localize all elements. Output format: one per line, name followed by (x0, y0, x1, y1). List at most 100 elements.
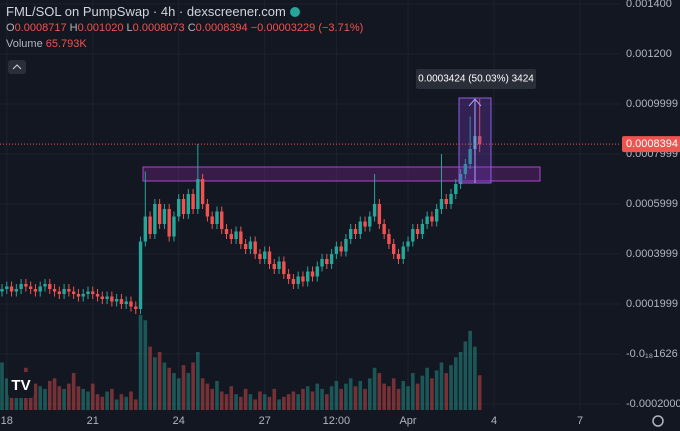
volume-bar (382, 383, 386, 410)
candle-body (368, 216, 372, 227)
candle-body (38, 286, 42, 292)
candle-body (401, 246, 405, 259)
volume-bar (291, 391, 296, 410)
candle-body (9, 286, 14, 292)
candle-body (296, 276, 300, 284)
volume-bar (463, 341, 468, 410)
grid-layer (0, 0, 620, 410)
candle-body (430, 216, 434, 222)
candle-body (210, 216, 214, 224)
volume-bar (420, 375, 425, 410)
volume-bar (215, 380, 219, 410)
volume-bar (176, 378, 181, 410)
volume-bar (119, 394, 124, 410)
volume-bar (372, 367, 377, 410)
candle-body (71, 291, 76, 294)
volume-bar (267, 396, 272, 410)
candle-body (200, 179, 205, 204)
candle-body (105, 296, 109, 299)
volume-bar (90, 383, 95, 410)
volume-bar (377, 373, 382, 410)
candle-body (315, 266, 319, 277)
x-tick-label: 4 (491, 415, 497, 427)
candle-body (329, 254, 334, 264)
settings-icon[interactable] (652, 415, 664, 427)
y-tick-label: 0.001400 (626, 0, 672, 10)
volume-bar (310, 391, 315, 410)
volume-bar (205, 383, 210, 410)
candle-body (67, 289, 71, 292)
candle-body (353, 229, 358, 234)
volume-bar (401, 380, 406, 410)
volume-bar (406, 386, 410, 410)
candle-body (124, 301, 128, 304)
volume-bar (353, 386, 358, 410)
volume-bar (325, 394, 329, 410)
x-tick-label: 24 (173, 415, 185, 427)
volume-bar (81, 388, 86, 410)
candle-body (220, 211, 224, 229)
candle-body (181, 199, 186, 214)
volume-bar (19, 388, 23, 410)
candle-body (468, 149, 472, 164)
candle-body (62, 289, 66, 294)
candle-body (0, 289, 4, 292)
candle-body (33, 289, 38, 292)
volume-bar (458, 351, 463, 410)
legend: FML/SOL on PumpSwap · 4h · dexscreener.c… (6, 3, 363, 52)
volume-bar (468, 330, 472, 410)
volume-bar (258, 391, 262, 410)
candle-body (138, 241, 143, 309)
volume-bar (315, 383, 320, 410)
candle-body (239, 231, 243, 244)
volume-bar (272, 388, 277, 410)
volume-bar (172, 373, 176, 410)
candle-body (14, 289, 19, 292)
candle-body (28, 286, 33, 289)
candle-body (248, 241, 253, 249)
candle-body (325, 259, 329, 264)
candle-body (449, 194, 453, 204)
volume-bar (110, 388, 114, 410)
candle-body (434, 209, 439, 222)
candle-body (86, 291, 90, 294)
volume-bar (157, 351, 162, 410)
y-tick-label: 0.0001999 (626, 298, 678, 310)
candle-body (253, 241, 257, 254)
volume-bar (224, 394, 229, 410)
candle-body (172, 216, 176, 237)
candle-body (110, 296, 114, 302)
ohlc-value: 0.001020 (77, 22, 124, 34)
candle-body (320, 259, 324, 267)
collapse-button[interactable] (8, 60, 26, 74)
candle-body (76, 294, 81, 297)
candle-body (43, 284, 47, 287)
volume-bar (143, 320, 148, 410)
volume-bar (296, 394, 300, 410)
volume-bar (348, 378, 353, 410)
volume-bar (181, 365, 186, 410)
candle-body (177, 199, 181, 217)
candle-body (162, 209, 167, 224)
volume-bar (100, 396, 105, 410)
x-tick-label: 21 (87, 415, 99, 427)
candle-body (310, 271, 315, 277)
candle-body (48, 284, 52, 289)
measure-arrowhead (468, 98, 482, 107)
candle-body (52, 289, 57, 292)
candle-body (19, 284, 23, 289)
candle-body (392, 244, 396, 254)
volume-bar (243, 388, 248, 410)
candle-body (205, 204, 210, 217)
volume-bar (43, 388, 47, 410)
volume-bar (262, 394, 267, 410)
candle-body (387, 234, 391, 244)
logo (8, 372, 34, 398)
volume-bar (391, 378, 396, 410)
volume-bar (167, 367, 171, 410)
volume-bar (411, 373, 415, 410)
volume-bar (301, 388, 305, 410)
candle-body (148, 216, 152, 234)
candle-body (81, 294, 85, 297)
candle-body (396, 254, 401, 259)
